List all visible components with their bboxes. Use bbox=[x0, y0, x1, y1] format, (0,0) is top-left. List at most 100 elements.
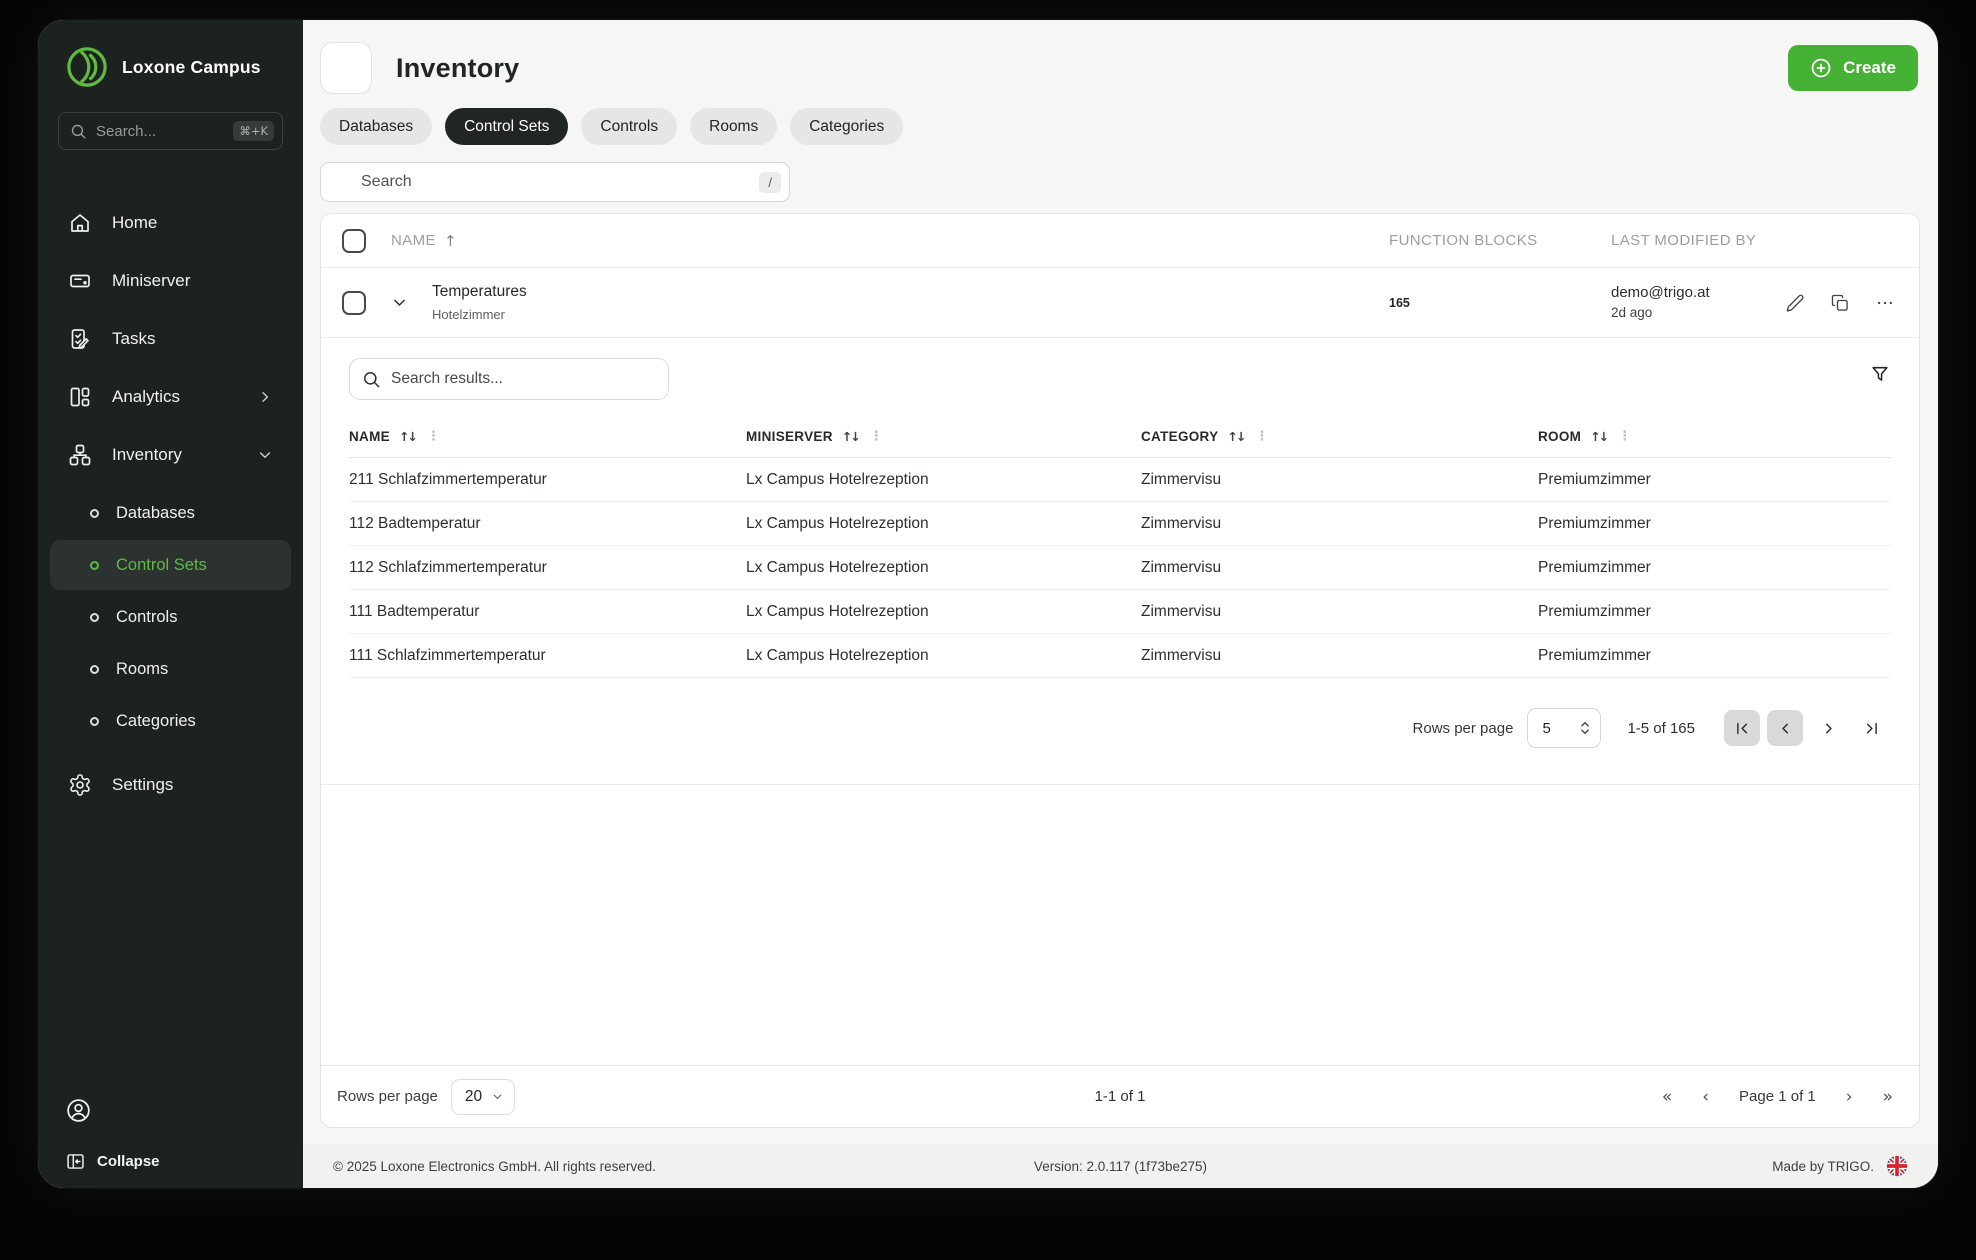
sidebar-item-home[interactable]: Home bbox=[50, 198, 291, 248]
rows-per-page-label: Rows per page bbox=[1412, 719, 1514, 737]
results-range: 1-5 of 165 bbox=[1627, 719, 1695, 737]
next-page-button[interactable] bbox=[1810, 710, 1846, 746]
select-all-checkbox[interactable] bbox=[342, 228, 366, 253]
first-page-button[interactable] bbox=[1724, 710, 1760, 746]
edit-icon[interactable] bbox=[1785, 293, 1805, 313]
sidebar-item-label: Miniserver bbox=[112, 271, 191, 290]
tab-categories[interactable]: Categories bbox=[790, 108, 904, 145]
results-column-name[interactable]: NAME bbox=[349, 429, 390, 444]
toolbar: / bbox=[303, 145, 1938, 213]
first-page-button[interactable]: « bbox=[1661, 1086, 1673, 1107]
main-search[interactable]: / bbox=[320, 162, 790, 202]
user-icon[interactable] bbox=[65, 1097, 92, 1124]
row-subtitle: Hotelzimmer bbox=[432, 306, 505, 322]
column-menu-icon[interactable]: ⋮ bbox=[869, 429, 884, 444]
collapse-icon bbox=[65, 1151, 86, 1172]
results-row[interactable]: 111 Badtemperatur Lx Campus Hotelrezepti… bbox=[349, 590, 1891, 634]
uk-flag-icon[interactable] bbox=[1886, 1155, 1908, 1177]
results-search[interactable] bbox=[349, 358, 669, 400]
cell-room: Premiumzimmer bbox=[1538, 514, 1651, 532]
sidebar-item-analytics[interactable]: Analytics bbox=[50, 372, 291, 422]
tab-label: Categories bbox=[809, 117, 885, 135]
expand-chevron-down-icon[interactable] bbox=[391, 294, 408, 311]
copy-icon[interactable] bbox=[1830, 293, 1850, 313]
chevron-down-icon bbox=[257, 447, 273, 463]
search-icon bbox=[70, 123, 87, 140]
bullet-icon bbox=[90, 508, 99, 518]
sidebar-item-label: Inventory bbox=[112, 445, 182, 464]
sidebar-nav: Home Miniserver Tasks bbox=[38, 190, 303, 818]
results-row[interactable]: 111 Schlafzimmertemperatur Lx Campus Hot… bbox=[349, 634, 1891, 678]
sidebar-item-rooms[interactable]: Rooms bbox=[50, 644, 291, 694]
results-row[interactable]: 112 Schlafzimmertemperatur Lx Campus Hot… bbox=[349, 546, 1891, 590]
cell-category: Zimmervisu bbox=[1141, 646, 1222, 664]
expanded-panel: NAME ↑↓ ⋮ MINISERVER ↑↓ ⋮ CATEGORY ↑↓ ⋮ bbox=[321, 338, 1919, 785]
sidebar-search[interactable]: ⌘+K bbox=[58, 112, 283, 150]
column-menu-icon[interactable]: ⋮ bbox=[1255, 429, 1269, 444]
previous-page-button[interactable]: ‹ bbox=[1702, 1086, 1710, 1107]
create-button[interactable]: Create bbox=[1788, 45, 1918, 91]
results-column-miniserver[interactable]: MINISERVER bbox=[746, 429, 833, 444]
sidebar-item-categories[interactable]: Categories bbox=[50, 696, 291, 746]
tab-control-sets[interactable]: Control Sets bbox=[445, 108, 569, 145]
cell-miniserver: Lx Campus Hotelrezeption bbox=[746, 646, 929, 664]
results-search-input[interactable] bbox=[391, 370, 656, 388]
sort-asc-icon[interactable]: ↑ bbox=[443, 231, 457, 250]
cell-room: Premiumzimmer bbox=[1538, 602, 1651, 620]
sidebar-item-miniserver[interactable]: Miniserver bbox=[50, 256, 291, 306]
sidebar-item-label: Databases bbox=[116, 503, 195, 522]
chevron-right-icon bbox=[257, 389, 273, 405]
hierarchy-icon bbox=[333, 55, 359, 81]
row-checkbox[interactable] bbox=[342, 290, 366, 315]
sort-icon[interactable]: ↑↓ bbox=[1227, 429, 1246, 444]
sort-icon[interactable]: ↑↓ bbox=[1590, 429, 1609, 444]
sidebar-bottom: Collapse bbox=[38, 1097, 303, 1188]
cell-category: Zimmervisu bbox=[1141, 470, 1222, 488]
last-page-button[interactable]: » bbox=[1882, 1086, 1893, 1107]
main-search-input[interactable] bbox=[361, 173, 750, 191]
results-row[interactable]: 112 Badtemperatur Lx Campus Hotelrezepti… bbox=[349, 502, 1891, 546]
collapse-button[interactable]: Collapse bbox=[65, 1151, 279, 1172]
last-page-button[interactable] bbox=[1853, 710, 1889, 746]
function-blocks-count: 165 bbox=[1389, 295, 1410, 310]
row-name: Temperatures bbox=[432, 282, 527, 300]
previous-page-button[interactable] bbox=[1767, 710, 1803, 746]
sort-icon[interactable]: ↑↓ bbox=[398, 429, 418, 444]
sidebar-item-label: Control Sets bbox=[116, 555, 207, 574]
column-menu-icon[interactable]: ⋮ bbox=[426, 429, 441, 444]
rows-per-page-select[interactable]: 20 bbox=[450, 1078, 516, 1115]
tab-label: Databases bbox=[339, 117, 414, 135]
rows-per-page-select[interactable]: 5 bbox=[1527, 708, 1602, 748]
bullet-icon bbox=[90, 560, 99, 570]
table-row[interactable]: Temperatures Hotelzimmer 165 demo@trigo.… bbox=[321, 268, 1919, 338]
cell-name: 112 Badtemperatur bbox=[349, 514, 481, 532]
results-column-room[interactable]: ROOM bbox=[1538, 429, 1582, 444]
sidebar-item-tasks[interactable]: Tasks bbox=[50, 314, 291, 364]
column-header-function-blocks[interactable]: FUNCTION BLOCKS bbox=[1389, 232, 1538, 249]
filter-icon[interactable] bbox=[1869, 358, 1891, 386]
cell-name: 211 Schlafzimmertemperatur bbox=[349, 470, 547, 488]
copyright-text: © 2025 Loxone Electronics GmbH. All righ… bbox=[333, 1158, 656, 1174]
cell-category: Zimmervisu bbox=[1141, 602, 1222, 620]
more-icon[interactable] bbox=[1875, 293, 1895, 313]
tab-label: Rooms bbox=[709, 117, 759, 135]
sidebar-item-control-sets[interactable]: Control Sets bbox=[50, 540, 291, 590]
tab-controls[interactable]: Controls bbox=[581, 108, 678, 145]
results-row[interactable]: 211 Schlafzimmertemperatur Lx Campus Hot… bbox=[349, 458, 1891, 502]
sort-icon[interactable]: ↑↓ bbox=[841, 429, 861, 444]
results-column-category[interactable]: CATEGORY bbox=[1141, 429, 1219, 444]
footer: © 2025 Loxone Electronics GmbH. All righ… bbox=[303, 1144, 1938, 1188]
brand-name: Loxone Campus bbox=[122, 56, 261, 77]
sidebar-item-settings[interactable]: Settings bbox=[50, 760, 291, 810]
column-header-last-modified-by[interactable]: LAST MODIFIED BY bbox=[1611, 232, 1757, 249]
sidebar-item-databases[interactable]: Databases bbox=[50, 488, 291, 538]
tab-databases[interactable]: Databases bbox=[320, 108, 433, 145]
next-page-button[interactable]: › bbox=[1845, 1086, 1853, 1107]
column-header-name[interactable]: NAME bbox=[391, 232, 436, 249]
column-menu-icon[interactable]: ⋮ bbox=[1618, 429, 1632, 444]
sidebar-item-inventory[interactable]: Inventory bbox=[50, 430, 291, 480]
cell-miniserver: Lx Campus Hotelrezeption bbox=[746, 514, 929, 532]
sidebar-search-input[interactable] bbox=[96, 122, 225, 140]
sidebar-item-controls[interactable]: Controls bbox=[50, 592, 291, 642]
tab-rooms[interactable]: Rooms bbox=[690, 108, 778, 145]
